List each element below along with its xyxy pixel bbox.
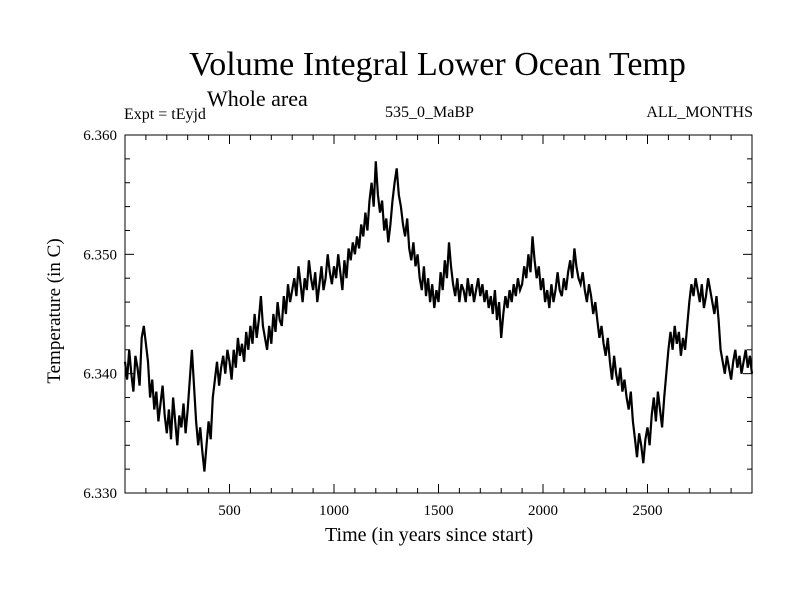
y-tick-label: 6.330	[83, 486, 117, 502]
x-axis-label: Time (in years since start)	[325, 524, 534, 546]
months-label: ALL_MONTHS	[646, 104, 753, 121]
x-tick-label: 500	[218, 503, 241, 519]
chart-subtitle: Whole area	[207, 86, 308, 111]
y-tick-label: 6.350	[83, 247, 117, 263]
chart-title: Volume Integral Lower Ocean Temp	[189, 46, 686, 83]
x-tick-label: 2000	[528, 503, 558, 519]
x-tick-label: 2500	[633, 503, 663, 519]
experiment-label: Expt = tEyjd	[124, 106, 206, 123]
plot-frame	[124, 134, 753, 494]
y-tick-label: 6.360	[83, 128, 117, 144]
x-tick-label: 1000	[319, 503, 349, 519]
period-label: 535_0_MaBP	[385, 104, 474, 121]
series-line	[123, 161, 754, 472]
y-tick-label: 6.340	[83, 367, 117, 383]
x-tick-label: 1500	[424, 503, 454, 519]
